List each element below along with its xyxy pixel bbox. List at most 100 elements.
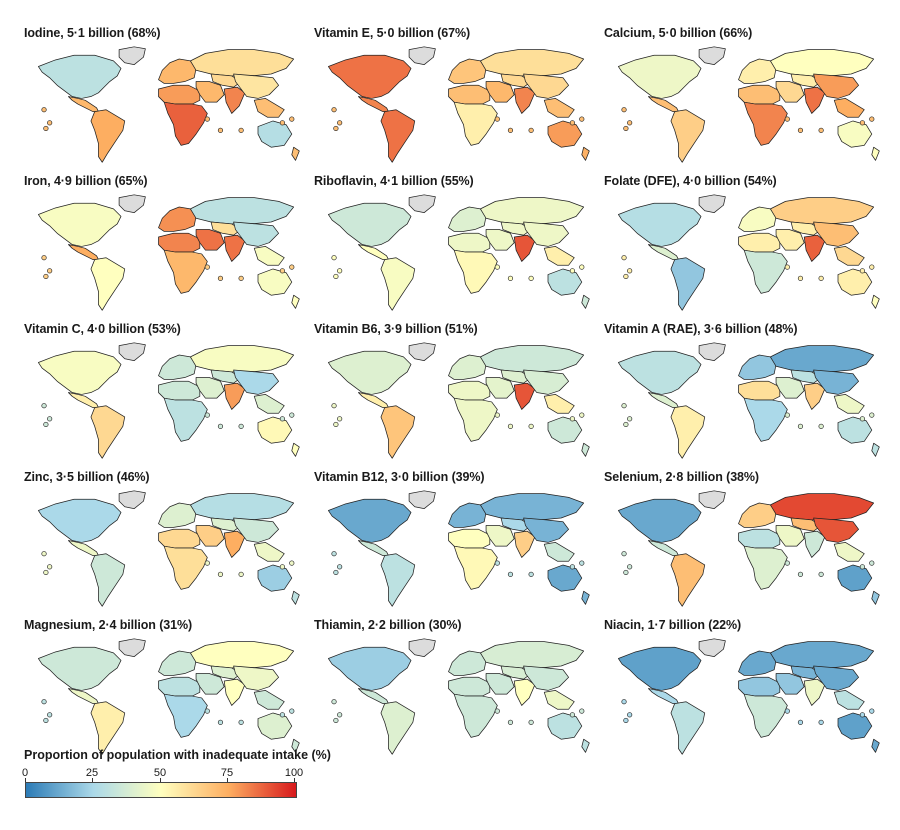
region-greenland bbox=[408, 342, 436, 362]
world-map bbox=[328, 46, 590, 163]
island-marker-7 bbox=[859, 564, 865, 570]
region-me bbox=[195, 673, 225, 695]
region-ssa bbox=[743, 397, 788, 442]
region-sea bbox=[833, 542, 865, 562]
region-greenland bbox=[118, 342, 146, 362]
region-ca bbox=[68, 96, 99, 112]
region-sas bbox=[223, 86, 246, 114]
map-panel-title: Vitamin B6, 3·9 billion (51%) bbox=[314, 322, 478, 336]
island-marker-5 bbox=[494, 264, 500, 270]
island-marker-4 bbox=[797, 719, 804, 725]
region-me bbox=[775, 377, 805, 399]
region-ssa bbox=[453, 249, 498, 294]
region-russia bbox=[480, 493, 585, 521]
map-panel-1: Iodine, 5·1 billion (68%) bbox=[24, 26, 309, 166]
island-marker-5 bbox=[494, 412, 500, 418]
region-nafr bbox=[158, 676, 201, 697]
region-cas bbox=[790, 665, 822, 680]
region-ssa bbox=[453, 545, 498, 590]
island-marker-5 bbox=[784, 264, 790, 270]
island-marker-7 bbox=[859, 416, 865, 422]
region-cas bbox=[210, 73, 242, 88]
region-na bbox=[618, 54, 702, 99]
region-eu bbox=[738, 58, 777, 84]
region-me bbox=[195, 81, 225, 103]
region-me bbox=[485, 525, 515, 547]
region-ca bbox=[68, 244, 99, 260]
island-marker-8 bbox=[238, 275, 244, 281]
region-eu bbox=[158, 502, 197, 528]
region-sea bbox=[543, 98, 575, 118]
map-panel-title: Selenium, 2·8 billion (38%) bbox=[604, 470, 759, 484]
island-marker-6 bbox=[869, 116, 875, 122]
region-eas bbox=[813, 221, 860, 247]
region-na bbox=[328, 202, 412, 247]
region-eas bbox=[523, 517, 570, 543]
island-marker-2 bbox=[47, 268, 53, 274]
region-sea bbox=[543, 246, 575, 266]
region-ssa bbox=[743, 693, 788, 738]
island-marker-2 bbox=[627, 416, 633, 422]
region-me bbox=[775, 81, 805, 103]
island-marker-6 bbox=[869, 412, 875, 418]
region-greenland bbox=[118, 194, 146, 214]
world-map bbox=[618, 342, 880, 459]
region-nz bbox=[581, 590, 590, 605]
island-marker-5 bbox=[204, 116, 210, 122]
island-marker-3 bbox=[333, 125, 339, 132]
map-panel-3: Calcium, 5·0 billion (66%) bbox=[604, 26, 889, 166]
island-marker-8 bbox=[238, 127, 244, 133]
region-sea bbox=[543, 394, 575, 414]
island-marker-4 bbox=[507, 423, 514, 429]
region-ssa bbox=[453, 101, 498, 146]
region-eu bbox=[738, 354, 777, 380]
island-marker-5 bbox=[204, 264, 210, 270]
region-sa bbox=[670, 553, 706, 607]
region-aus bbox=[257, 268, 293, 296]
map-panel-10: Zinc, 3·5 billion (46%) bbox=[24, 470, 309, 610]
region-russia bbox=[190, 641, 295, 669]
island-marker-1 bbox=[621, 551, 627, 557]
island-marker-2 bbox=[337, 120, 343, 126]
legend-tick-labels: 0 25 50 75 100 bbox=[22, 767, 303, 781]
map-grid: Iodine, 5·1 billion (68%) Vitamin E, 5·0 … bbox=[24, 26, 889, 755]
region-ssa bbox=[163, 397, 208, 442]
region-greenland bbox=[698, 638, 726, 658]
region-nz bbox=[291, 590, 300, 605]
legend-tick-100: 100 bbox=[284, 767, 304, 779]
island-marker-1 bbox=[621, 255, 627, 261]
region-aus bbox=[837, 712, 873, 740]
island-marker-3 bbox=[333, 717, 339, 724]
legend-tick-25: 25 bbox=[85, 767, 99, 779]
region-aus bbox=[837, 120, 873, 148]
region-eu bbox=[158, 58, 197, 84]
region-nz bbox=[291, 294, 300, 309]
island-marker-3 bbox=[43, 125, 49, 132]
region-cas bbox=[500, 73, 532, 88]
region-russia bbox=[770, 49, 875, 77]
region-eas bbox=[813, 73, 860, 99]
island-marker-7 bbox=[569, 268, 575, 274]
island-marker-5 bbox=[784, 560, 790, 566]
island-marker-2 bbox=[627, 120, 633, 126]
region-na bbox=[38, 54, 122, 99]
region-na bbox=[618, 646, 702, 691]
region-greenland bbox=[408, 490, 436, 510]
island-marker-6 bbox=[289, 412, 295, 418]
region-nafr bbox=[448, 528, 491, 549]
region-sea bbox=[253, 394, 285, 414]
island-marker-4 bbox=[217, 719, 224, 725]
island-marker-1 bbox=[41, 107, 47, 113]
region-russia bbox=[770, 641, 875, 669]
island-marker-6 bbox=[579, 412, 585, 418]
island-marker-6 bbox=[579, 708, 585, 714]
island-marker-2 bbox=[337, 712, 343, 718]
island-marker-2 bbox=[627, 712, 633, 718]
region-aus bbox=[257, 564, 293, 592]
island-marker-4 bbox=[797, 127, 804, 133]
island-marker-6 bbox=[579, 116, 585, 122]
region-aus bbox=[547, 564, 583, 592]
region-aus bbox=[257, 120, 293, 148]
map-panel-title: Zinc, 3·5 billion (46%) bbox=[24, 470, 150, 484]
region-me bbox=[775, 229, 805, 251]
